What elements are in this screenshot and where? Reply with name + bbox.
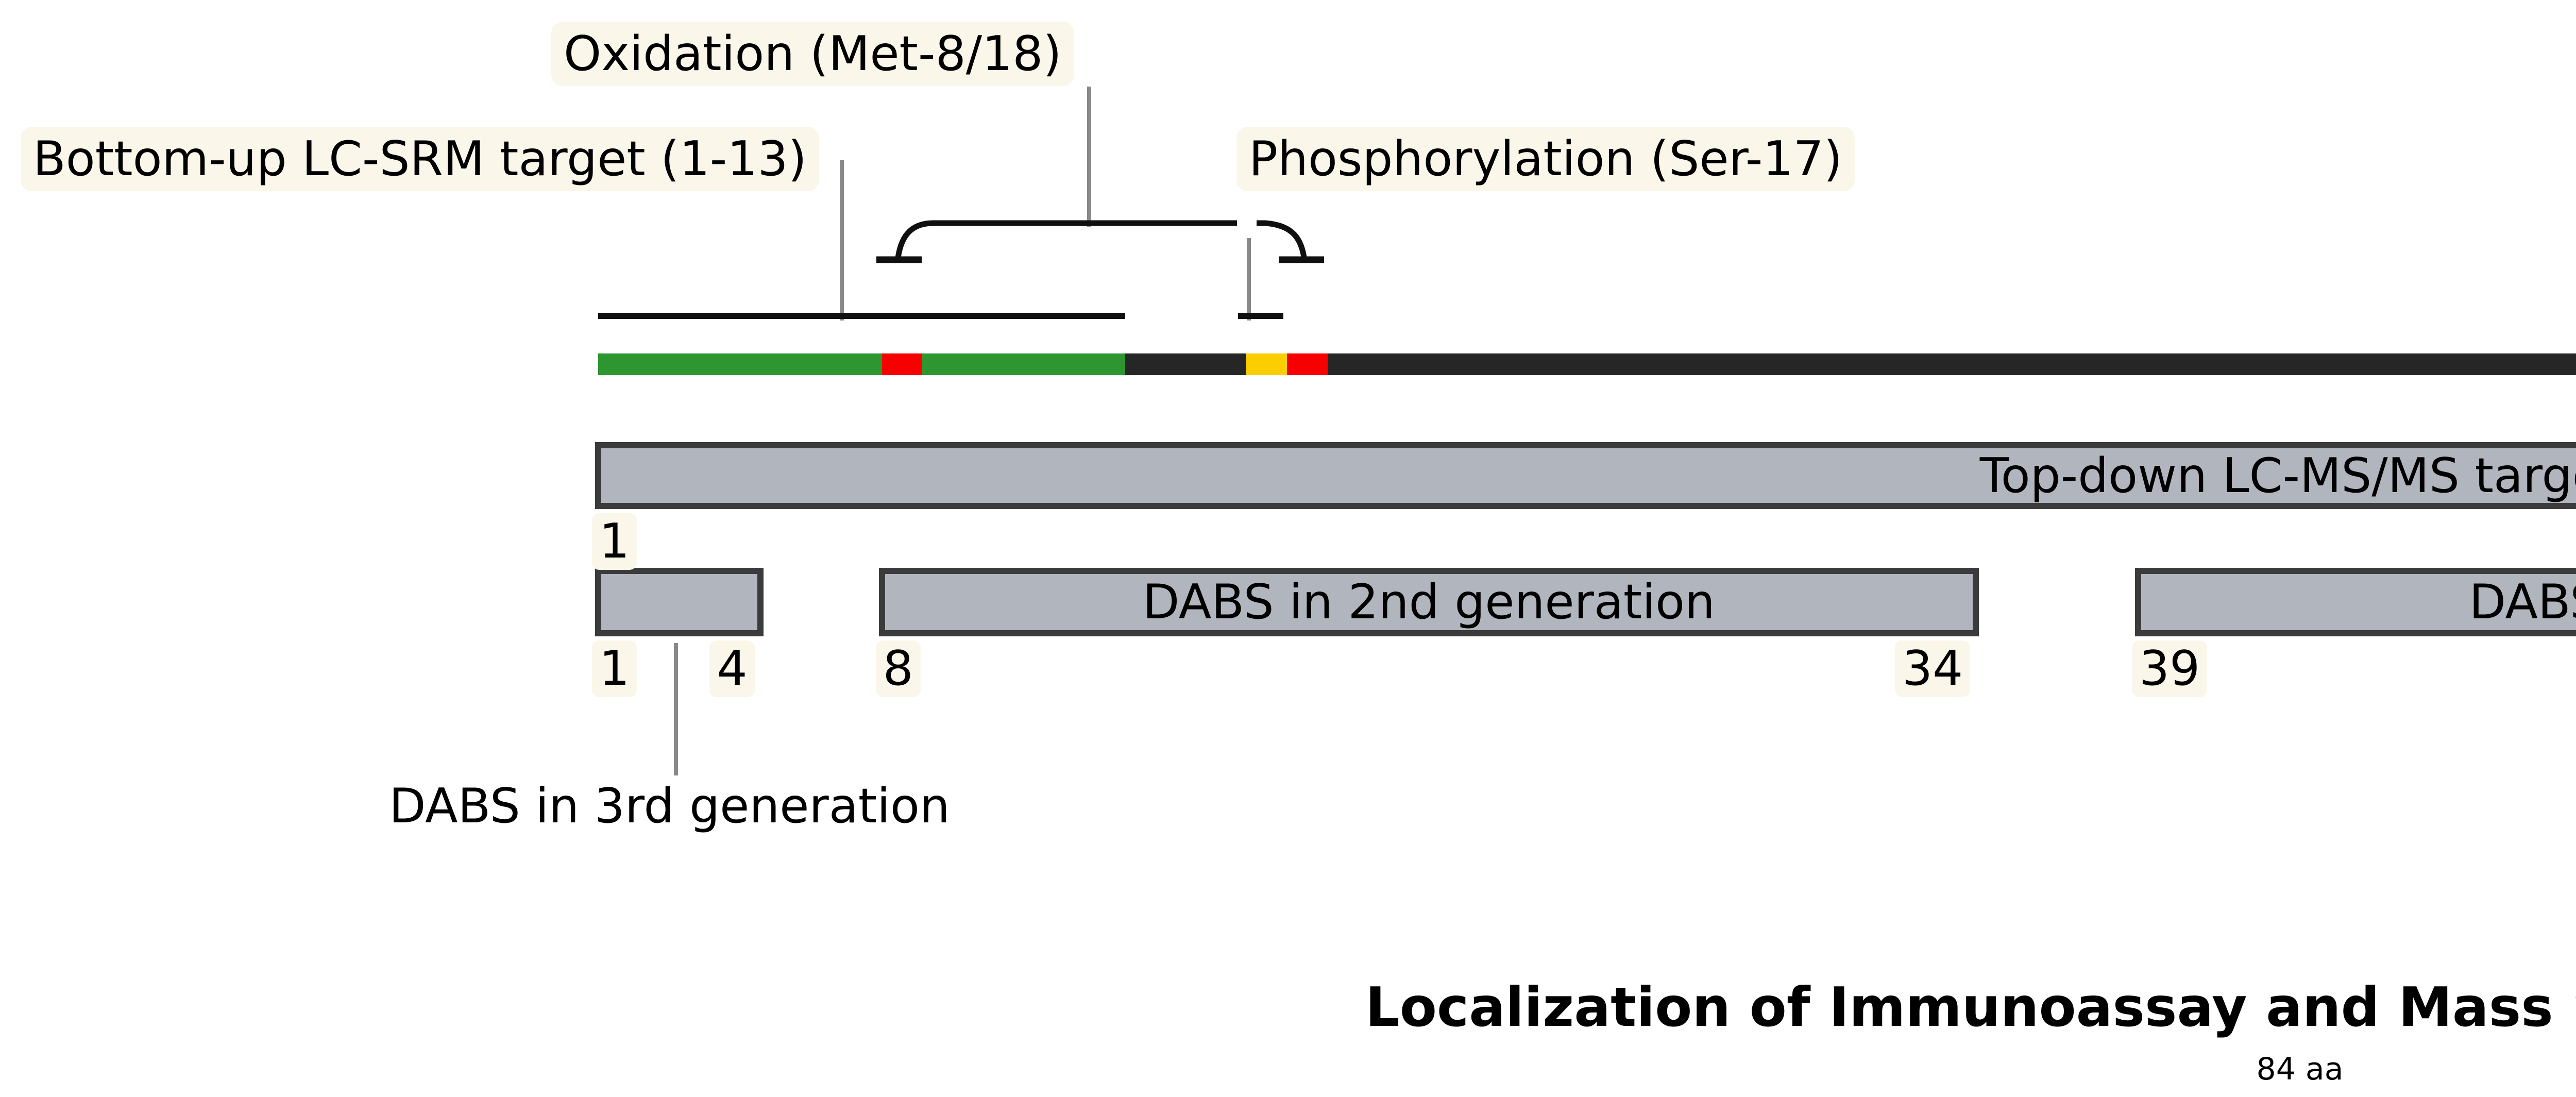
top-down-bar: Top-down LC-MS/MS target [595, 442, 2576, 509]
oxidation-bracket-right-curve [1257, 220, 1308, 261]
oxidation-label: Oxidation (Met-8/18) [551, 22, 1074, 86]
dabs-3rd-bar-end-number: 4 [709, 640, 755, 697]
phosphorylation-site-tick [1238, 313, 1283, 319]
phosphorylation-label: Phosphorylation (Ser-17) [1236, 127, 1855, 191]
dabs-1st-bar: DABS in 1st generation/CABS in three gen… [2134, 568, 2576, 636]
dabs-2nd-bar-label: DABS in 2nd generation [1142, 574, 1715, 630]
sequence-segment-green [598, 353, 882, 375]
bottom-up-target-label: Bottom-up LC-SRM target (1-13) [21, 127, 819, 191]
sequence-segment-green [922, 353, 1125, 375]
bottom-up-leader-line [840, 160, 844, 320]
sequence-segment-red [882, 353, 923, 375]
sequence-segment-red [1287, 353, 1328, 375]
top-down-bar-label: Top-down LC-MS/MS target [1979, 447, 2576, 503]
bottom-up-range-underline [598, 313, 1125, 319]
oxidation-leader-line [1087, 87, 1091, 227]
dabs-1st-bar-label: DABS in 1st generation/CABS in three gen… [2469, 574, 2576, 630]
top-down-bar-start-number: 1 [592, 513, 637, 570]
sequence-segment-yellow [1246, 353, 1287, 375]
dabs-2nd-bar-start-number: 8 [875, 640, 921, 697]
figure-title: Localization of Immunoassay and Mass Spe… [1365, 976, 2576, 1039]
phosphorylation-leader-line [1247, 238, 1251, 320]
figure-subtitle: 84 aa [2256, 1051, 2344, 1087]
dabs-3rd-bar-start-number: 1 [592, 640, 637, 697]
oxidation-bracket-left-curve [894, 220, 1237, 262]
dabs-1st-bar-start-number: 39 [2131, 640, 2208, 697]
sequence-segment-dark [1125, 353, 1247, 375]
dabs-3rd-generation-label: DABS in 3rd generation [389, 778, 950, 834]
sequence-segment-dark [1327, 353, 2576, 375]
dabs-2nd-bar: DABS in 2nd generation [878, 568, 1979, 636]
dabs-3rd-leader-line [674, 643, 678, 775]
dabs-3rd-bar [595, 568, 764, 636]
dabs-2nd-bar-end-number: 34 [1894, 640, 1971, 697]
